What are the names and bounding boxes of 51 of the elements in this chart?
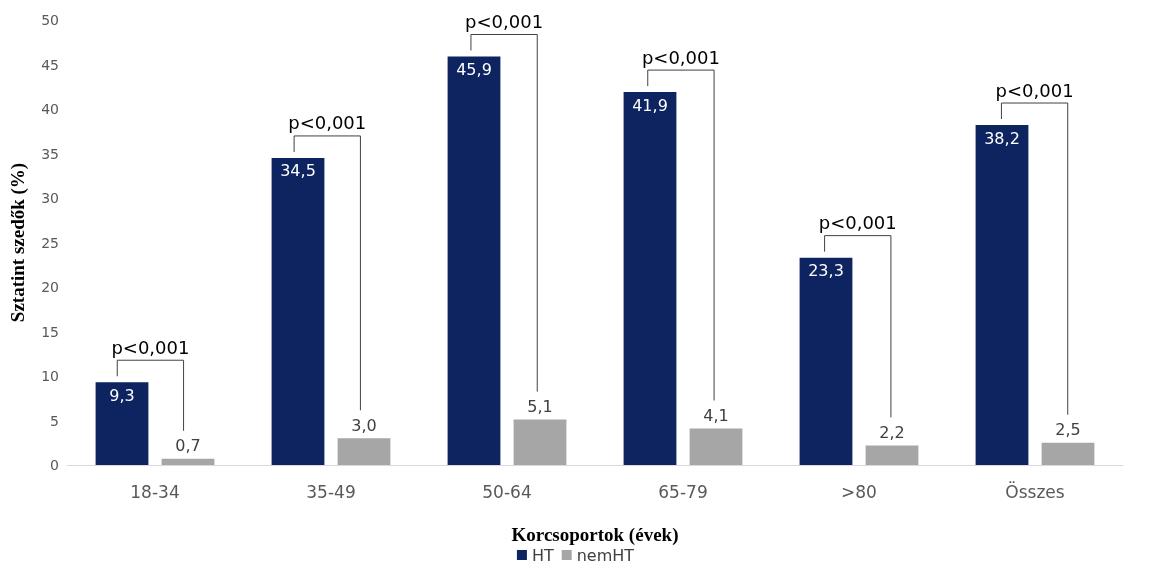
x-tick-label: 50-64 — [482, 481, 532, 502]
data-label: 2,5 — [1055, 420, 1081, 440]
bar — [513, 419, 567, 465]
y-tick-label: 5 — [50, 412, 59, 429]
data-label: 41,9 — [632, 95, 668, 115]
bar — [337, 438, 391, 465]
data-label: 34,5 — [280, 161, 316, 181]
legend-label: HT — [531, 545, 554, 565]
data-label: 23,3 — [808, 261, 844, 281]
x-tick-label: >80 — [841, 481, 877, 502]
bar — [161, 458, 215, 465]
annotation: p<0,001 — [995, 79, 1074, 101]
y-tick-label: 50 — [41, 12, 59, 28]
data-label: 38,2 — [984, 128, 1020, 148]
y-tick-label: 10 — [41, 368, 59, 384]
bar — [1041, 442, 1095, 465]
y-tick-label: 0 — [50, 457, 59, 473]
y-tick-label: 15 — [41, 323, 59, 340]
bar — [689, 428, 743, 465]
annotation: p<0,001 — [111, 336, 190, 358]
y-tick-label: 45 — [41, 56, 59, 73]
annotation: p<0,001 — [818, 212, 897, 234]
bar — [95, 382, 149, 465]
x-tick-label: Összes — [1005, 480, 1065, 502]
y-tick-label: 30 — [41, 190, 59, 206]
data-label: 5,1 — [527, 397, 553, 417]
y-tick-label: 25 — [41, 234, 59, 251]
bar — [865, 445, 919, 465]
data-label: 3,0 — [351, 415, 377, 435]
x-tick-label: 18-34 — [130, 481, 180, 502]
annotation: p<0,001 — [465, 10, 544, 32]
bar — [447, 56, 501, 465]
x-tick-label: 35-49 — [306, 481, 356, 502]
x-axis-title: Korcsoportok (évek) — [511, 524, 679, 546]
data-label: 45,9 — [456, 59, 492, 79]
x-tick-label: 65-79 — [658, 481, 708, 502]
bar — [975, 125, 1029, 465]
bar — [271, 157, 325, 465]
annotation: p<0,001 — [288, 112, 367, 134]
data-label: 4,1 — [703, 406, 729, 426]
bar — [623, 92, 677, 465]
y-tick-label: 35 — [41, 145, 59, 162]
data-label: 2,2 — [879, 422, 905, 442]
y-tick-label: 40 — [41, 101, 59, 117]
y-axis-title: Sztatint szedők (%) — [7, 162, 29, 323]
data-label: 0,7 — [175, 436, 201, 456]
data-label: 9,3 — [109, 385, 135, 405]
bar — [799, 257, 853, 465]
legend-label: nemHT — [576, 545, 635, 565]
annotation: p<0,001 — [641, 46, 720, 68]
y-tick-label: 20 — [41, 279, 59, 295]
